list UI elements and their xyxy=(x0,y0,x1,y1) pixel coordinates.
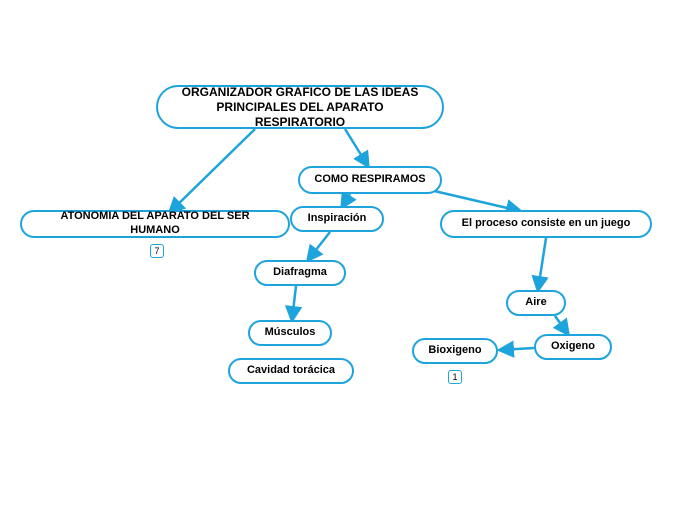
edge-layer xyxy=(0,0,696,520)
node-label: Inspiración xyxy=(308,212,367,226)
node-oxi[interactable]: Oxigeno xyxy=(534,334,612,360)
edge-proc-aire xyxy=(538,238,546,290)
node-label: Oxigeno xyxy=(551,340,595,354)
node-label: Músculos xyxy=(265,326,316,340)
edge-aire-oxi xyxy=(555,316,568,334)
node-aton[interactable]: ATONOMIA DEL APARATO DEL SER HUMANO xyxy=(20,210,290,238)
node-biox[interactable]: Bioxigeno xyxy=(412,338,498,364)
node-musc[interactable]: Músculos xyxy=(248,320,332,346)
node-label: El proceso consiste en un juego xyxy=(462,217,631,231)
node-cav[interactable]: Cavidad torácica xyxy=(228,358,354,384)
edge-root-como xyxy=(345,129,368,166)
edge-diaf-musc xyxy=(292,286,296,320)
edge-como-proc xyxy=(430,190,520,211)
node-label: Aire xyxy=(525,296,546,310)
node-label: Cavidad torácica xyxy=(247,364,335,378)
node-label: Bioxigeno xyxy=(428,344,481,358)
node-root[interactable]: ORGANIZADOR GRAFICO DE LAS IDEAS PRINCIP… xyxy=(156,85,444,129)
edge-insp-diaf xyxy=(308,232,330,260)
node-label: ORGANIZADOR GRAFICO DE LAS IDEAS PRINCIP… xyxy=(172,85,428,130)
node-como[interactable]: COMO RESPIRAMOS xyxy=(298,166,442,194)
node-label: Diafragma xyxy=(273,266,327,280)
node-proc[interactable]: El proceso consiste en un juego xyxy=(440,210,652,238)
edge-oxi-biox xyxy=(500,348,534,350)
badge-biox[interactable]: 1 xyxy=(448,370,462,384)
node-insp[interactable]: Inspiración xyxy=(290,206,384,232)
node-label: ATONOMIA DEL APARATO DEL SER HUMANO xyxy=(36,210,274,238)
node-aire[interactable]: Aire xyxy=(506,290,566,316)
node-label: COMO RESPIRAMOS xyxy=(314,173,425,187)
node-diaf[interactable]: Diafragma xyxy=(254,260,346,286)
badge-aton[interactable]: 7 xyxy=(150,244,164,258)
edge-root-aton xyxy=(170,129,255,212)
mind-map: { "colors": { "node_border": "#1ea4dc", … xyxy=(0,0,696,520)
